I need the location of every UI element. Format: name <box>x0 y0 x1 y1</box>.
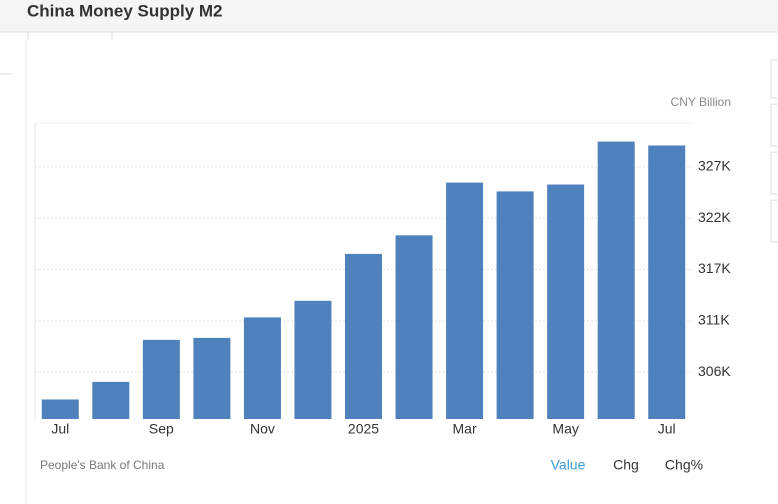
side-button[interactable] <box>770 199 778 243</box>
x-tick-label: Jul <box>51 421 69 437</box>
tab[interactable]: Chg <box>613 457 639 473</box>
page-title: China Money Supply M2 <box>27 1 223 20</box>
bar <box>395 235 433 419</box>
y-tick-label: 311K <box>698 312 730 328</box>
x-tick-label: May <box>552 421 578 437</box>
tab[interactable]: Chg% <box>665 457 703 473</box>
side-button[interactable] <box>770 151 778 195</box>
bar <box>193 337 231 419</box>
y-tick-label: 306K <box>698 363 731 379</box>
side-button[interactable] <box>770 59 778 99</box>
x-tick-label: Mar <box>453 421 477 437</box>
unit-label: CNY Billion <box>671 95 731 109</box>
bar <box>345 253 382 419</box>
bar <box>496 191 534 419</box>
side-button[interactable] <box>770 103 778 147</box>
header-bar <box>0 0 778 32</box>
bar <box>446 182 484 419</box>
y-tick-label: 317K <box>698 260 731 276</box>
y-tick-label: 327K <box>698 158 731 174</box>
x-tick-label: Nov <box>250 421 275 437</box>
tab[interactable]: Value <box>551 457 586 473</box>
x-tick-label: Sep <box>149 421 174 437</box>
bar <box>648 145 686 420</box>
x-tick-label: Jul <box>658 421 676 437</box>
y-tick-label: 322K <box>698 209 731 225</box>
bar <box>41 399 79 419</box>
x-tick-label: 2025 <box>348 421 379 437</box>
bar <box>92 381 130 419</box>
source: People's Bank of China <box>40 458 165 472</box>
bar <box>243 317 281 419</box>
bar <box>597 141 635 420</box>
bar <box>547 184 585 419</box>
bar <box>142 339 180 419</box>
bar <box>294 300 332 419</box>
